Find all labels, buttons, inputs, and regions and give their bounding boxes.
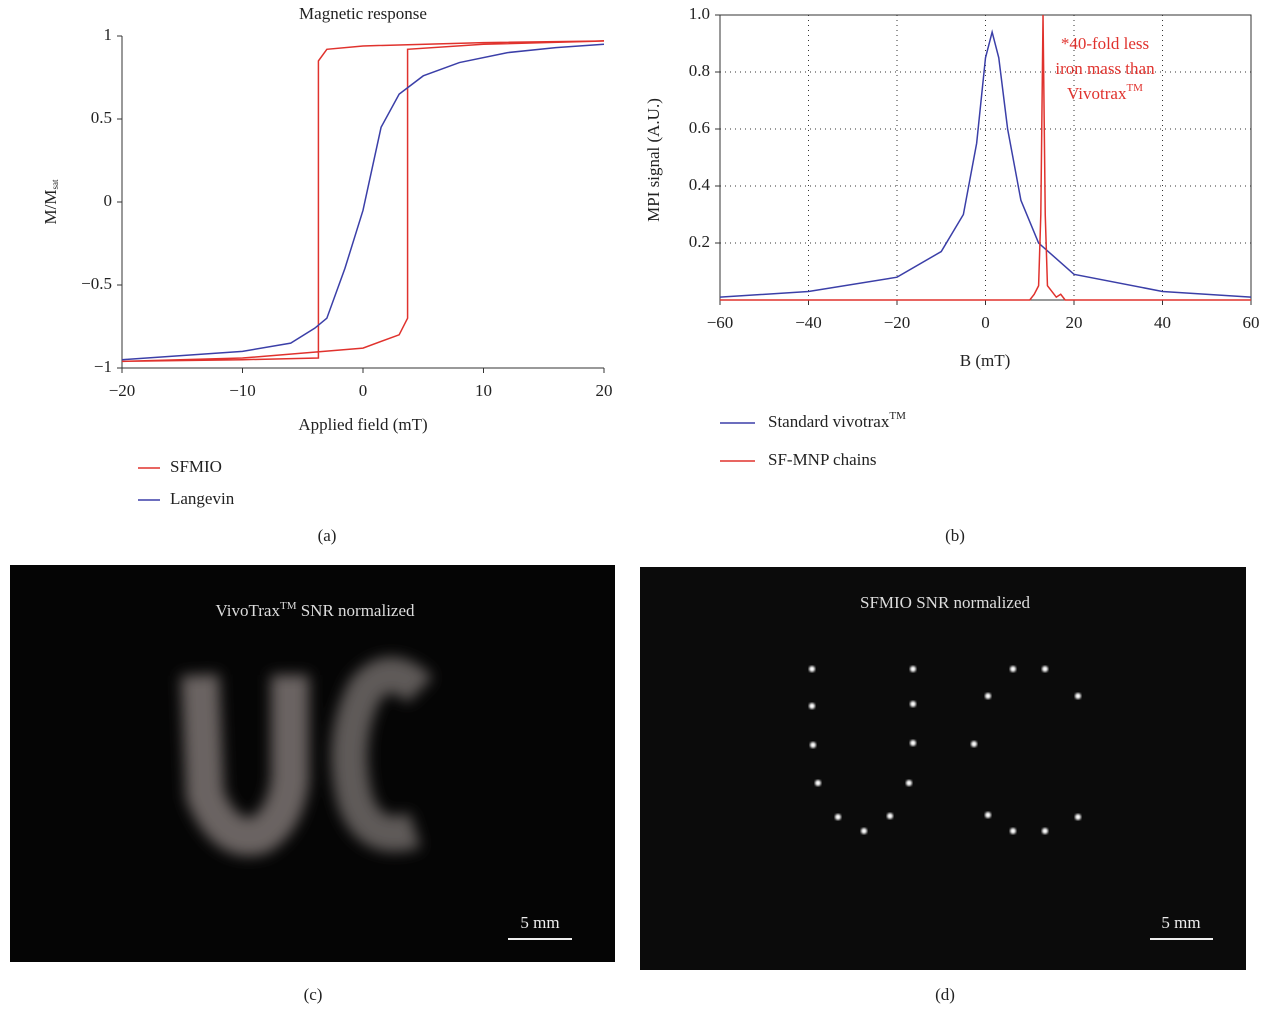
y-tick-label: −1 [94, 357, 112, 376]
dot [861, 828, 867, 834]
y-tick-label: 0.2 [689, 232, 710, 251]
legend-label: Langevin [170, 489, 235, 508]
legend-label: SFMIO [170, 457, 222, 476]
chart-title: Magnetic response [299, 4, 427, 23]
image-title: SFMIO SNR normalized [860, 593, 1031, 612]
title-text: VivoTrax [215, 601, 280, 620]
y-tick-label: 1.0 [689, 4, 710, 23]
y-tick-label: 0 [104, 191, 113, 210]
legend-text: Standard vivotrax [768, 412, 890, 431]
x-tick-label: 60 [1243, 313, 1260, 332]
y-axis-label-text: MPI signal (A.U.) [644, 98, 663, 222]
annotation: iron mass than [1055, 59, 1155, 78]
panel-label: (b) [945, 526, 965, 545]
scale-label: 5 mm [520, 913, 559, 932]
legend-text: SF-MNP chains [768, 450, 876, 469]
dot [1042, 828, 1048, 834]
annotation: *40-fold less [1061, 34, 1149, 53]
legend-label: SF-MNP chains [768, 450, 876, 469]
y-tick-label: 0.6 [689, 118, 710, 137]
panel-label: (d) [935, 985, 955, 1004]
y-axis-label: MPI signal (A.U.) [644, 98, 663, 222]
y-tick-label: −0.5 [81, 274, 112, 293]
x-tick-label: 40 [1154, 313, 1171, 332]
dot [1042, 666, 1048, 672]
x-tick-label: −60 [707, 313, 734, 332]
x-axis-label: Applied field (mT) [298, 415, 427, 434]
dot [815, 780, 821, 786]
y-tick-label: 1 [104, 25, 113, 44]
y-tick-label: 0.5 [91, 108, 112, 127]
dot [1075, 693, 1081, 699]
scale-label: 5 mm [1161, 913, 1200, 932]
dot [985, 812, 991, 818]
dot [1010, 666, 1016, 672]
x-tick-label: 20 [596, 381, 613, 400]
legend-sup: TM [889, 410, 906, 422]
y-tick-label: 0.8 [689, 61, 710, 80]
x-tick-label: −20 [109, 381, 136, 400]
title-sup: TM [280, 600, 297, 612]
dot [810, 742, 816, 748]
legend-text: Langevin [170, 489, 235, 508]
dot [809, 703, 815, 709]
annotation-text: iron mass than [1055, 59, 1155, 78]
annotation-text: *40-fold less [1061, 34, 1149, 53]
panel-label: (a) [318, 526, 337, 545]
legend-text: SFMIO [170, 457, 222, 476]
dot [835, 814, 841, 820]
x-tick-label: −20 [884, 313, 911, 332]
annotation-sup: TM [1126, 82, 1143, 94]
title-text: SNR normalized [296, 601, 415, 620]
dot [1010, 828, 1016, 834]
series-line [122, 44, 604, 359]
x-axis-label: B (mT) [960, 351, 1011, 370]
dot [971, 741, 977, 747]
series-line [122, 41, 604, 361]
x-tick-label: 0 [981, 313, 990, 332]
dot [906, 780, 912, 786]
image-c [10, 565, 615, 962]
x-tick-label: −10 [229, 381, 256, 400]
annotation-text: Vivotrax [1067, 84, 1127, 103]
image-d [640, 567, 1246, 970]
legend-label: Standard vivotraxTM [768, 410, 906, 431]
x-tick-label: −40 [795, 313, 822, 332]
panel-label: (c) [304, 985, 323, 1004]
dot [985, 693, 991, 699]
dot [910, 701, 916, 707]
x-tick-label: 10 [475, 381, 492, 400]
y-axis-label-text: M/M [41, 190, 60, 225]
x-tick-label: 20 [1066, 313, 1083, 332]
y-axis-label: M/Msat [41, 179, 60, 224]
dot [887, 813, 893, 819]
dot [809, 666, 815, 672]
dot [910, 666, 916, 672]
x-tick-label: 0 [359, 381, 368, 400]
dot [1075, 814, 1081, 820]
annotation: VivotraxTM [1067, 82, 1143, 103]
dot [910, 740, 916, 746]
y-tick-label: 0.4 [689, 175, 711, 194]
image-title: VivoTraxTM SNR normalized [215, 600, 415, 620]
figure: VivoTraxTM SNR normalized 5 mm (c) SFMIO… [0, 0, 1273, 1009]
y-axis-label-sub: sat [50, 179, 60, 189]
